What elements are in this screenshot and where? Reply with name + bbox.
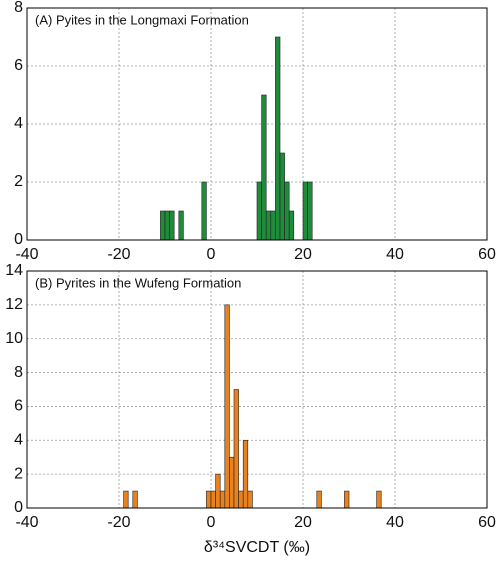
bar — [307, 181, 313, 241]
x-tick-label: 60 — [478, 514, 496, 531]
bar — [288, 210, 295, 241]
bar — [275, 36, 281, 241]
bar — [256, 181, 262, 241]
x-tick-label: 20 — [294, 514, 312, 531]
x-tick-label: -40 — [15, 514, 38, 531]
y-tick-label: 2 — [14, 173, 23, 190]
bar — [284, 181, 290, 241]
plot-frame — [26, 270, 488, 509]
bar — [279, 152, 285, 241]
y-tick-label: 8 — [14, 0, 23, 16]
bar — [178, 210, 184, 241]
bar — [302, 181, 308, 241]
bar — [219, 490, 226, 509]
bar — [229, 456, 235, 509]
bar — [210, 490, 216, 509]
x-tick-label: -20 — [107, 246, 130, 263]
bar — [169, 210, 175, 241]
y-tick-label: 4 — [14, 115, 23, 132]
x-tick-label: 40 — [386, 246, 404, 263]
y-tick-label: 4 — [14, 432, 23, 449]
bar — [160, 210, 166, 241]
x-axis-label: δ³⁴SVCDT (‰) — [204, 539, 310, 556]
bar — [123, 490, 129, 509]
y-tick-label: 14 — [5, 262, 23, 279]
x-tick-label: -20 — [107, 514, 130, 531]
bar — [376, 490, 382, 509]
y-tick-label: 6 — [14, 57, 23, 74]
plot-frame — [26, 7, 488, 241]
y-tick-label: 10 — [5, 330, 23, 347]
bar — [265, 210, 272, 241]
chart-title: (B) Pyrites in the Wufeng Formation — [35, 275, 241, 290]
x-tick-label: 60 — [478, 246, 496, 263]
bar — [316, 490, 322, 509]
bar — [132, 490, 138, 509]
x-tick-label: 40 — [386, 514, 404, 531]
bar — [224, 304, 230, 509]
x-tick-label: -40 — [15, 246, 38, 263]
bar — [164, 210, 170, 241]
bar — [270, 210, 276, 241]
x-tick-label: 20 — [294, 246, 312, 263]
x-tick-label: 0 — [207, 514, 216, 531]
bar — [201, 181, 207, 241]
bar — [247, 490, 253, 509]
y-tick-label: 8 — [14, 364, 23, 381]
bar — [344, 490, 350, 509]
x-tick-label: 0 — [207, 246, 216, 263]
bar — [233, 389, 239, 509]
y-tick-label: 12 — [5, 296, 23, 313]
bar — [206, 490, 212, 509]
bar — [242, 439, 249, 509]
y-tick-label: 2 — [14, 465, 23, 482]
bar — [238, 490, 244, 509]
bar — [261, 94, 267, 241]
y-tick-label: 6 — [14, 398, 23, 415]
bar — [215, 473, 221, 509]
y-tick-label: 0 — [14, 499, 23, 516]
y-tick-label: 0 — [14, 231, 23, 248]
chart-title: (A) Pyites in the Longmaxi Formation — [35, 12, 249, 27]
